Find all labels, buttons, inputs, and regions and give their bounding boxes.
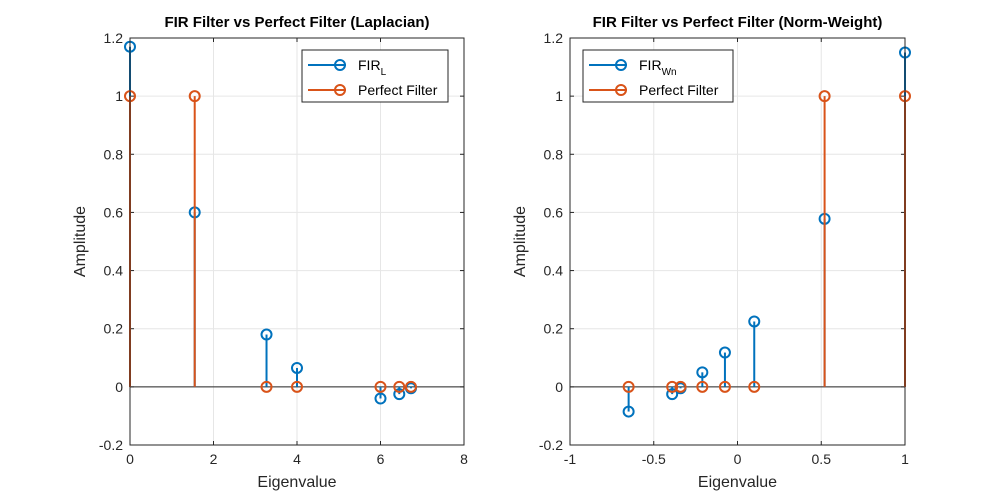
x-tick-label: 2 <box>210 451 218 467</box>
x-tick-label: 0 <box>734 451 742 467</box>
stem-marker <box>666 388 679 401</box>
stem-marker <box>818 90 831 103</box>
x-tick-label: 0.5 <box>812 451 832 467</box>
y-tick-label: 0.8 <box>544 146 564 162</box>
legend-marker <box>334 84 346 96</box>
y-tick-label: 1.2 <box>544 30 564 46</box>
y-tick-label: -0.2 <box>539 437 563 453</box>
y-tick-label: 0.8 <box>104 146 124 162</box>
stem-marker <box>622 380 635 393</box>
stem-marker <box>260 380 273 393</box>
x-tick-label: -0.5 <box>642 451 666 467</box>
stem-marker <box>674 380 687 393</box>
stem-marker <box>374 392 387 405</box>
plot-area: -1 -0.5 0 0.5 1 -0.2 0 0.2 0.4 0.6 0.8 1 1.2 <box>539 30 911 467</box>
y-axis-label: Amplitude <box>72 206 89 277</box>
y-tick-label: 0 <box>115 379 123 395</box>
legend-box <box>301 49 449 103</box>
y-tick-label: 0.2 <box>544 321 564 337</box>
legend-label-perfect-filter: Perfect Filter <box>358 82 438 98</box>
legend-box <box>582 49 734 103</box>
plot-area: 0 2 4 6 8-0.200.20.40.60.811.2 <box>99 30 468 467</box>
x-axis-label: Eigenvalue <box>257 474 336 491</box>
y-tick-label: 0.6 <box>544 204 564 220</box>
y-tick-label: 0.4 <box>104 263 124 279</box>
stem-marker <box>718 346 731 359</box>
legend-marker <box>334 59 346 71</box>
stem-marker <box>291 380 303 393</box>
x-tick-label: 6 <box>377 451 385 467</box>
stem-marker <box>188 90 201 103</box>
chart-laplacian: FIR Filter vs Perfect Filter (Laplacian)… <box>72 14 468 491</box>
y-axis-label: Amplitude <box>512 206 529 277</box>
y-tick-label: 0.2 <box>104 321 124 337</box>
y-tick-label: 1.2 <box>104 30 124 46</box>
stem-marker <box>393 380 406 393</box>
legend-label-fir: FIRWn <box>639 57 677 78</box>
y-tick-label: 0 <box>555 379 563 395</box>
stem-marker <box>748 380 761 393</box>
legend: FIRL Perfect Filter <box>301 49 449 103</box>
stem-marker <box>622 405 635 418</box>
stem-marker <box>748 315 761 328</box>
x-tick-label: 1 <box>901 451 909 467</box>
y-tick-label: 1 <box>115 88 123 104</box>
x-tick-label: 4 <box>293 451 301 467</box>
chart-title: FIR Filter vs Perfect Filter (Laplacian) <box>164 14 429 31</box>
x-tick-label: -1 <box>564 451 577 467</box>
chart-title: FIR Filter vs Perfect Filter (Norm-Weigh… <box>593 14 883 31</box>
stem-marker <box>291 361 303 374</box>
legend-marker <box>615 59 627 71</box>
stem-marker <box>260 328 273 341</box>
legend-label-fir: FIRL <box>358 57 387 78</box>
x-axis-label: Eigenvalue <box>698 474 777 491</box>
stem-marker <box>374 380 387 393</box>
stem-marker <box>718 380 731 393</box>
legend-marker <box>615 84 627 96</box>
legend: FIRWn Perfect Filter <box>582 49 734 103</box>
stem-marker <box>696 380 709 393</box>
stem-marker <box>393 388 406 401</box>
axes-box <box>569 37 906 446</box>
axes-box <box>129 37 465 446</box>
stem-marker <box>696 366 709 379</box>
y-tick-label: 0.6 <box>104 204 124 220</box>
x-tick-label: 8 <box>460 451 468 467</box>
y-tick-label: 0.4 <box>544 263 564 279</box>
y-tick-label: 1 <box>555 88 563 104</box>
stem-marker <box>404 380 417 393</box>
stem-marker <box>666 380 679 393</box>
y-tick-label: -0.2 <box>99 437 123 453</box>
chart-norm-weight: FIR Filter vs Perfect Filter (Norm-Weigh… <box>512 14 911 491</box>
legend-label-perfect-filter: Perfect Filter <box>639 82 719 98</box>
x-tick-label: 0 <box>126 451 134 467</box>
